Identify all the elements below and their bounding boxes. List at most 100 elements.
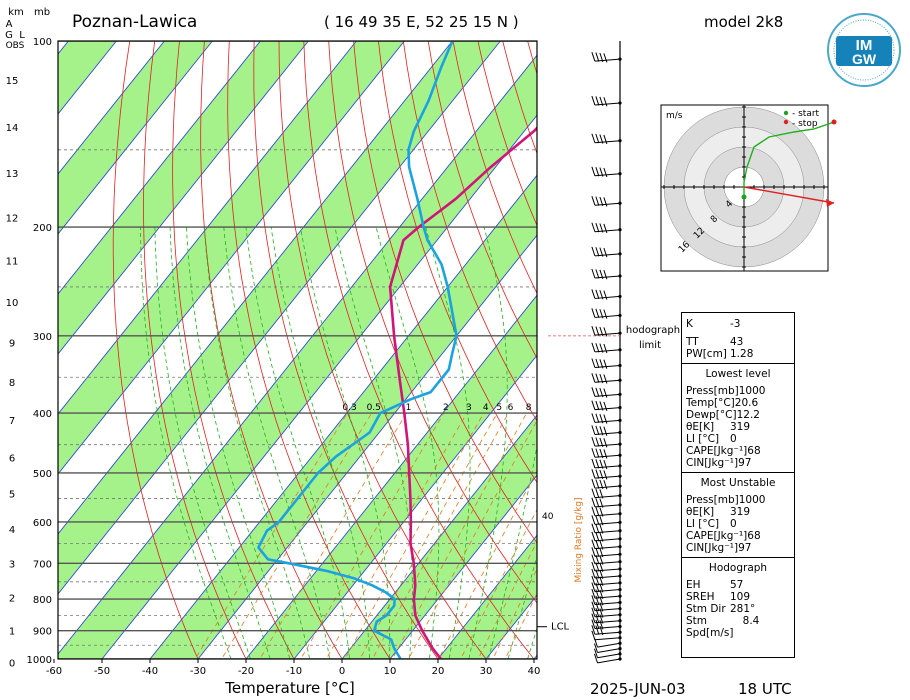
km-header: km (8, 7, 24, 18)
wind-barb-flag (595, 547, 600, 557)
wind-barb-flag (594, 653, 598, 664)
lowest-row: Press[mb] 1000 (682, 385, 794, 397)
mixing-ratio-line (492, 568, 537, 659)
wind-barb-flag (595, 425, 600, 436)
imgw-logo: IM GW IM GW (827, 13, 901, 87)
wind-barb-flag (603, 343, 608, 354)
wind-barb-flag (599, 269, 604, 279)
wind-level-dot (618, 139, 622, 143)
isotherm-band (58, 41, 213, 234)
temperature-profile (388, 126, 537, 659)
wind-barb-flag (599, 326, 604, 337)
dry-adiabat (353, 41, 537, 544)
wind-barb-flag (599, 414, 604, 424)
isotherm-line (58, 41, 213, 235)
lowest-value: 97 (738, 457, 752, 469)
wind-barb-flag (595, 308, 600, 318)
mu-row: LI [°C] 0 (682, 518, 794, 530)
wind-barb-flag (595, 601, 600, 612)
hodograph-limit-label: limit (639, 340, 661, 351)
storm-motion-arrow (826, 199, 834, 207)
wind-barb-flag (591, 448, 596, 458)
wind-barb-flag (599, 373, 604, 384)
x-axis-label: Temperature [°C] (224, 679, 354, 697)
lowest-label: Temp[°C] (686, 397, 735, 409)
wind-barb-flag (591, 373, 596, 383)
isotherm-line (437, 534, 537, 659)
lowest-value: 20.6 (734, 397, 759, 409)
x-tick-label: 30 (480, 666, 493, 677)
mu-row: CAPE[Jkg⁻¹] 68 (682, 530, 794, 542)
mixing-ratio-line (408, 419, 537, 659)
height-tick-label: 5 (9, 490, 15, 501)
wind-barb-flag (599, 516, 604, 526)
storm-motion-vector (743, 186, 835, 204)
mixing-ratio-tick: 0.3 (342, 403, 356, 413)
most-unstable-title: Most Unstable (700, 477, 776, 489)
wind-barb-flag (595, 479, 600, 489)
mu-value: 68 (747, 530, 761, 542)
isotherm-band (58, 55, 537, 659)
dry-adiabat (303, 41, 535, 659)
height-tick-label: 14 (6, 123, 19, 134)
wind-barb-flag (599, 524, 604, 534)
mu-row: CIN[Jkg⁻¹] 97 (682, 542, 794, 554)
mixing-ratio-line (194, 412, 348, 659)
wind-barb-flag (595, 413, 600, 423)
mu-label: CAPE[Jkg⁻¹] (686, 530, 748, 542)
wind-barb-flag (595, 469, 600, 479)
wind-barb-flag (603, 374, 608, 384)
lowest-value: 1000 (738, 385, 766, 397)
wind-barb-flag (603, 449, 608, 459)
wind-barb-flag (595, 52, 600, 62)
dry-adiabat (112, 41, 199, 659)
hodo-row: EH 57 (682, 579, 794, 591)
wind-barb-flag (599, 569, 604, 579)
wind-barb-flag (591, 625, 596, 635)
lowest-label: LI [°C] (686, 433, 720, 445)
height-tick-label: 9 (9, 338, 15, 349)
wind-barb-flag (591, 342, 596, 352)
hodograph-curve (743, 121, 835, 197)
wind-barb-flag (599, 401, 604, 411)
wind-barb-flag (595, 196, 600, 206)
wind-barb (594, 637, 621, 641)
wind-barb-flag (591, 268, 596, 279)
wind-barb-flag (591, 308, 596, 318)
wind-barb-flag (595, 326, 600, 336)
wind-level-dot (618, 252, 622, 256)
mu-row: θE[K] 319 (682, 506, 794, 518)
wind-barb-flag (599, 96, 604, 107)
lowest-level-rows: Press[mb] 1000 Temp[°C] 20.6 Dewp[°C] 12.2 θE[… (682, 385, 794, 469)
height-tick-label: 7 (9, 416, 15, 427)
height-tick-label: 10 (6, 298, 19, 309)
wind-barb-flag (591, 95, 596, 106)
dry-adiabat (253, 41, 439, 659)
mixing-ratio-tick: 3 (466, 403, 472, 413)
wind-barb-flag (595, 539, 600, 550)
wind-barb-flag (599, 223, 604, 233)
lowest-row: CIN[Jkg⁻¹] 97 (682, 457, 794, 469)
wind-barb-flag (591, 425, 596, 435)
wind-barb-flag (591, 478, 596, 489)
mu-row: Press[mb] 1000 (682, 494, 794, 506)
mixing-ratio-tick: 6 (508, 403, 514, 413)
height-tick-label: 3 (9, 560, 15, 571)
wind-barb-flag (595, 343, 600, 353)
wind-barb-flag (599, 498, 604, 508)
isotherm-line (58, 41, 165, 175)
wind-barb-flag (591, 506, 596, 516)
wind-barb-flag (599, 437, 604, 448)
moist-adiabat (527, 627, 537, 659)
pw-label: PW[cm] (686, 348, 727, 360)
dry-adiabat (378, 41, 537, 484)
wind-barb-flag (599, 489, 604, 499)
wind-barb-flag (599, 547, 604, 558)
wind-barb-flag (595, 488, 600, 499)
height-tick-label: 11 (6, 256, 19, 267)
wind-barb-flag (599, 387, 604, 398)
moist-adiabat (375, 226, 440, 659)
plot-area (58, 41, 537, 659)
pressure-tick-label: 600 (33, 518, 52, 529)
mu-value: 97 (738, 542, 752, 554)
